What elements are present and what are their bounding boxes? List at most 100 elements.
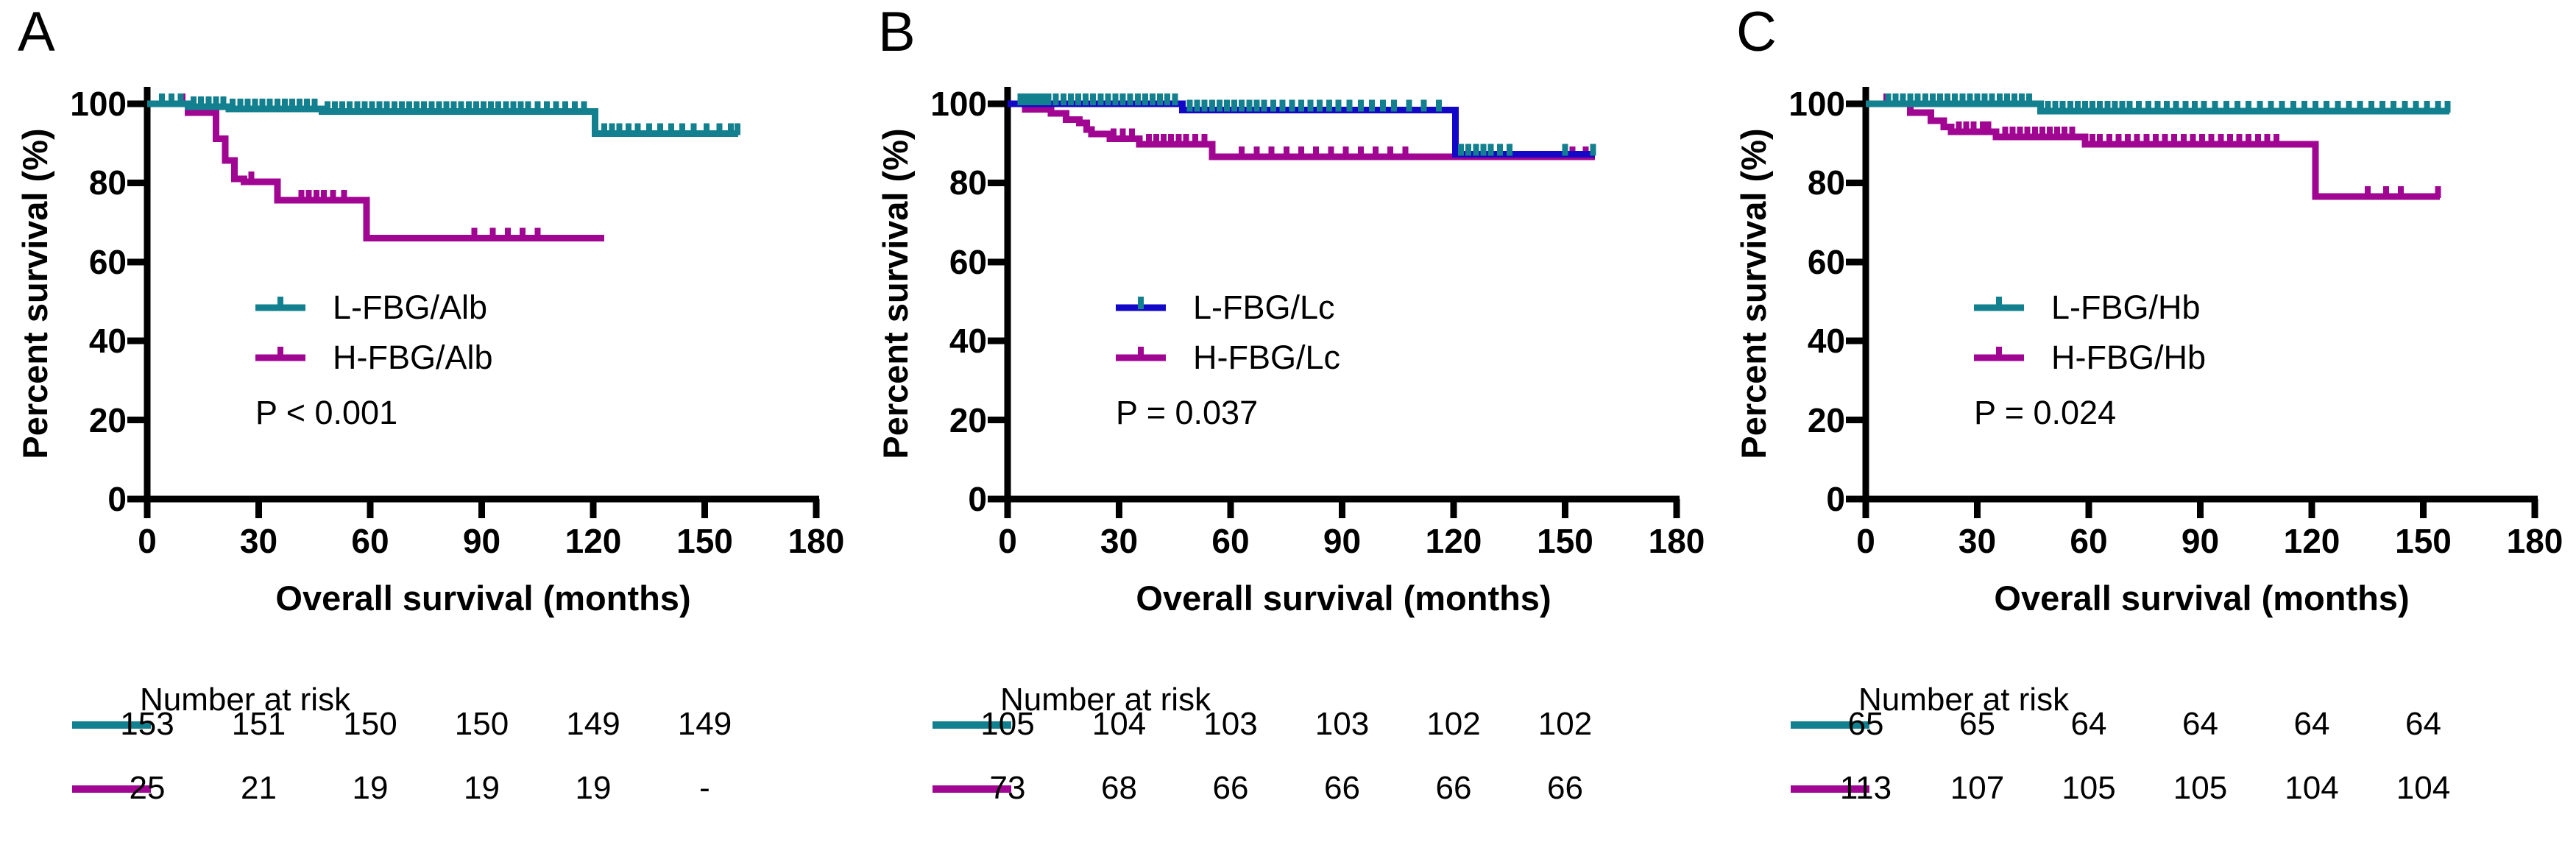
risk-value: 150 [454,706,509,742]
risk-value: 102 [1426,706,1481,742]
panel-a-plot [72,87,820,793]
x-tick-label: 150 [2395,522,2452,560]
y-tick-label: 80 [949,163,987,202]
y-tick-label: 20 [949,400,987,439]
legend-label-high-group: H-FBG/Lc [1193,339,1341,376]
legend-label-low-group: L-FBG/Hb [2051,289,2201,326]
risk-value: 21 [241,770,277,806]
risk-value: 73 [989,770,1026,806]
y-tick-label: 0 [968,480,987,518]
x-tick-label: 0 [138,522,157,560]
y-tick-label: 60 [949,242,987,281]
risk-value: 104 [2396,770,2451,806]
p-value-label: P < 0.001 [255,394,398,431]
y-tick-label: 20 [88,400,127,439]
panel-letter: B [878,1,916,63]
x-tick-label: 30 [1100,522,1139,560]
legend-label-high-group: H-FBG/Alb [333,339,493,376]
risk-value: 66 [1435,770,1472,806]
x-tick-label: 180 [2506,522,2563,560]
survival-curve-H-FBG/Lc [1008,100,1595,160]
risk-value: 64 [2070,706,2107,742]
risk-value: 105 [2173,770,2228,806]
panel-letter: C [1736,1,1777,63]
number-at-risk-header: Number at risk [140,682,351,718]
y-tick-label: 40 [1807,322,1845,361]
y-tick-label: 0 [107,480,127,518]
risk-value: 104 [2285,770,2339,806]
risk-value: 107 [1950,770,2005,806]
survival-curve-H-FBG/Alb [147,100,605,242]
x-tick-label: 60 [351,522,389,560]
risk-value: 102 [1538,706,1593,742]
y-tick-label: 60 [1807,242,1845,281]
risk-value: 151 [231,706,286,742]
y-tick-label: 100 [70,85,127,123]
risk-value: 103 [1314,706,1370,742]
x-tick-label: 60 [1211,522,1250,560]
x-tick-label: 150 [1537,522,1593,560]
x-tick-label: 90 [462,522,501,560]
y-tick-label: 40 [88,322,127,361]
panel-letter: A [18,1,55,63]
panel-b: B Percent survival (%) Overall survival … [860,0,1719,845]
x-tick-label: 0 [998,522,1017,560]
x-tick-label: 60 [2070,522,2108,560]
x-tick-label: 30 [239,522,278,560]
risk-value: 66 [1547,770,1583,806]
risk-value: 66 [1212,770,1249,806]
x-tick-label: 120 [1425,522,1482,560]
risk-value: 19 [352,770,389,806]
number-at-risk-header: Number at risk [1858,682,2070,718]
p-value-label: P = 0.037 [1116,394,1259,431]
risk-value: 153 [120,706,174,742]
x-tick-label: 120 [565,522,622,560]
y-tick-label: 80 [1807,163,1845,202]
risk-value: 19 [464,770,500,806]
panel-c-plot [1791,87,2538,793]
x-tick-label: 30 [1958,522,1997,560]
p-value-label: P = 0.024 [1974,394,2117,431]
y-tick-label: 60 [88,242,127,281]
risk-value: 105 [2062,770,2116,806]
risk-value: 104 [1091,706,1147,742]
x-tick-label: 0 [1856,522,1875,560]
x-tick-label: 180 [1648,522,1705,560]
risk-value: 64 [2182,706,2218,742]
risk-value: 65 [1847,706,1884,742]
x-axis-title: Overall survival (months) [275,579,691,618]
x-axis-title: Overall survival (months) [1994,579,2410,618]
x-axis-title: Overall survival (months) [1136,579,1551,618]
risk-value: 64 [2405,706,2441,742]
x-tick-label: 150 [676,522,733,560]
y-tick-label: 0 [1826,480,1845,518]
risk-value: 149 [677,706,732,742]
y-tick-label: 100 [930,85,987,123]
risk-value: 113 [1839,770,1892,806]
risk-value: 19 [575,770,612,806]
risk-value: - [699,770,710,806]
risk-value: 149 [566,706,620,742]
risk-value: 103 [1203,706,1258,742]
survival-curve-H-FBG/Hb [1866,100,2441,200]
x-tick-label: 90 [1323,522,1362,560]
y-tick-label: 80 [88,163,127,202]
risk-value: 64 [2293,706,2330,742]
number-at-risk-header: Number at risk [1000,682,1211,718]
panel-a: A Percent survival (%) Overall survival … [0,0,858,845]
y-tick-label: 40 [949,322,987,361]
risk-value: 68 [1101,770,1137,806]
x-tick-label: 120 [2283,522,2340,560]
panel-c: C Percent survival (%) Overall survival … [1719,0,2576,845]
risk-value: 66 [1324,770,1360,806]
panel-b-plot [933,87,1680,793]
legend-label-low-group: L-FBG/Alb [333,289,488,326]
risk-value: 65 [1959,706,1995,742]
y-tick-label: 100 [1788,85,1845,123]
x-tick-label: 90 [2181,522,2220,560]
legend-label-high-group: H-FBG/Hb [2051,339,2207,376]
risk-value: 25 [129,770,166,806]
x-tick-label: 180 [788,522,845,560]
legend-label-low-group: L-FBG/Lc [1193,289,1335,326]
